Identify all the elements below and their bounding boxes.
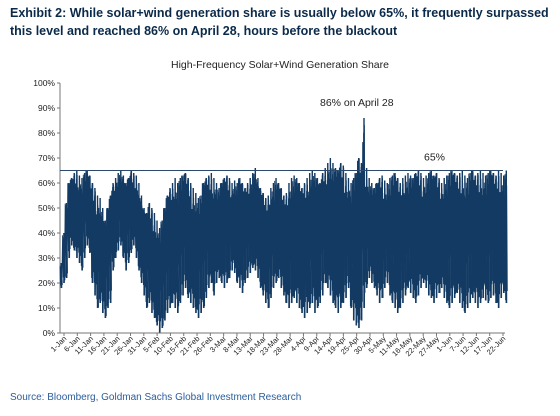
x-axis: 1-Jan6-Jan11-Jan16-Jan21-Jan26-Jan31-Jan… [49,333,507,358]
y-tick-label: 70% [38,153,55,163]
exhibit-title: Exhibit 2: While solar+wind generation s… [10,6,549,38]
reference-line-label: 65% [424,152,445,164]
peak-annotation: 86% on April 28 [320,97,394,109]
series-area [59,117,508,334]
source-note: Source: Bloomberg, Goldman Sachs Global … [10,392,302,403]
y-tick-label: 0% [43,328,56,338]
y-axis: 0% 10% 20% 30% 40% 50% 60% 70% 80% 90% 100% [33,78,61,338]
y-tick-label: 100% [33,78,55,88]
y-tick-label: 80% [38,128,55,138]
y-tick-label: 40% [38,228,55,238]
y-tick-label: 20% [38,278,55,288]
y-tick-label: 10% [38,303,55,313]
solar-wind-share-chart: 0% 10% 20% 30% 40% 50% 60% 70% 80% 90% 100% 65% 86… [33,78,508,358]
y-tick-label: 60% [38,178,55,188]
y-tick-label: 50% [38,203,55,213]
y-tick-label: 90% [38,103,55,113]
y-tick-label: 30% [38,253,55,263]
chart-title: High-Frequency Solar+Wind Generation Sha… [171,59,389,71]
